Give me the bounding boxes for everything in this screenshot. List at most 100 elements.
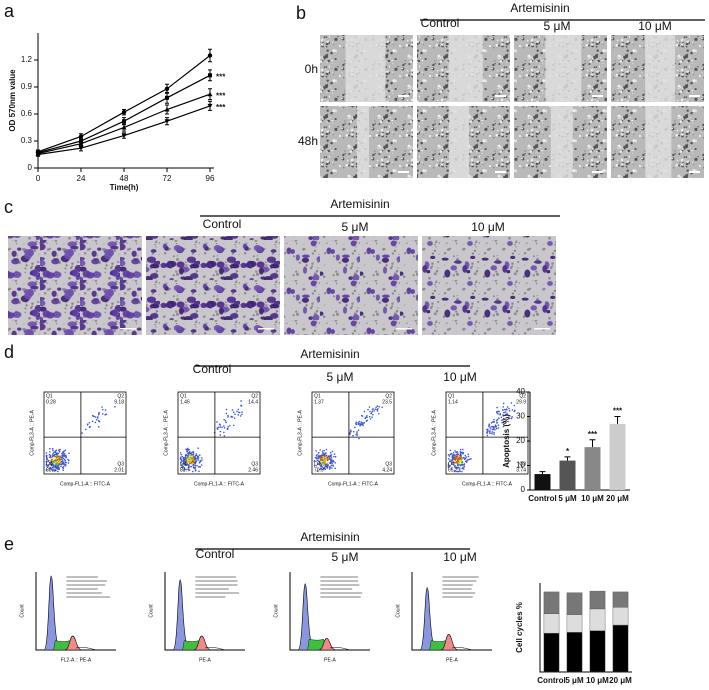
- x-tick-label: 72: [163, 174, 172, 183]
- event-dot: [62, 457, 64, 460]
- event-dot: [326, 458, 329, 460]
- event-dot: [505, 413, 507, 416]
- event-dot: [62, 469, 64, 472]
- axis: [289, 572, 370, 651]
- event-dot: [313, 460, 316, 463]
- column-label: 5 μM: [327, 370, 354, 384]
- bar-segment: [566, 614, 583, 633]
- quadrant-value: 1.14: [448, 399, 458, 405]
- event-dot: [225, 412, 228, 415]
- event-dot: [180, 456, 182, 458]
- event-dot: [376, 408, 378, 411]
- event-dot: [493, 418, 495, 421]
- event-dot: [234, 413, 236, 415]
- event-dot: [188, 465, 190, 467]
- event-dot: [53, 456, 56, 458]
- event-dot: [231, 409, 234, 411]
- event-dot: [370, 411, 373, 414]
- event-dot: [457, 453, 460, 456]
- group-label: Artemisinin: [330, 197, 389, 211]
- scale-bar: [398, 171, 409, 173]
- fit-line: [204, 647, 226, 651]
- significance: ***: [216, 103, 226, 112]
- event-dot: [217, 426, 220, 429]
- event-dot: [221, 426, 223, 429]
- event-dot: [360, 423, 363, 425]
- event-dot: [366, 415, 368, 417]
- event-dot: [467, 455, 470, 458]
- marker: [207, 53, 213, 58]
- x-tick-label: 10 μM: [581, 494, 604, 503]
- event-dot: [371, 416, 373, 418]
- event-dot: [319, 462, 322, 465]
- event-dot: [506, 406, 509, 408]
- axis: [35, 572, 116, 651]
- s-phase: [307, 638, 327, 651]
- event-dot: [57, 455, 60, 458]
- axis: [411, 572, 492, 651]
- marker: [207, 91, 213, 97]
- event-dot: [59, 463, 62, 465]
- event-dot: [198, 470, 200, 473]
- event-dot: [491, 432, 493, 435]
- event-dot: [461, 448, 464, 451]
- event-dot: [456, 470, 458, 473]
- event-dot: [317, 457, 320, 460]
- event-dot: [62, 462, 64, 465]
- wound-gap: [449, 106, 470, 178]
- event-dot: [189, 459, 192, 462]
- event-dot: [493, 433, 495, 435]
- quadrant-name: Q1: [46, 393, 53, 399]
- panel-label: b: [296, 3, 306, 23]
- event-dot: [496, 411, 498, 413]
- marker: [164, 106, 170, 112]
- event-dot: [192, 453, 195, 456]
- event-dot: [507, 416, 510, 419]
- event-dot: [58, 468, 60, 471]
- event-dot: [454, 466, 456, 469]
- quadrant-name: Q3: [385, 461, 392, 467]
- event-dot: [197, 457, 200, 459]
- y-tick-label: 0.3: [21, 136, 33, 145]
- event-dot: [352, 434, 354, 437]
- panel-label: d: [4, 342, 14, 362]
- event-dot: [68, 452, 70, 454]
- y-tick-label: 0.6: [21, 109, 33, 118]
- y-axis-label: Count: [273, 604, 279, 618]
- bar: [534, 474, 551, 490]
- event-dot: [496, 421, 498, 424]
- event-dot: [331, 462, 333, 465]
- quadrant-value: 1.46: [180, 399, 190, 405]
- event-dot: [321, 468, 323, 471]
- event-dot: [316, 454, 318, 456]
- significance: ***: [613, 407, 623, 416]
- event-dot: [463, 465, 466, 468]
- event-dot: [452, 457, 455, 460]
- event-dot: [232, 411, 235, 414]
- event-dot: [361, 415, 364, 417]
- quadrant-value: 9.18: [114, 399, 124, 405]
- x-axis-label: Time(h): [110, 183, 139, 192]
- bar-segment: [589, 590, 606, 610]
- wound-gap: [357, 106, 370, 178]
- event-dot: [453, 465, 456, 467]
- x-axis-label: PE-A: [446, 657, 458, 663]
- event-dot: [330, 459, 332, 462]
- event-dot: [314, 456, 317, 459]
- event-dot: [54, 459, 56, 461]
- event-dot: [191, 460, 194, 463]
- event-dot: [51, 468, 53, 471]
- event-dot: [458, 467, 461, 469]
- event-dot: [114, 405, 116, 408]
- y-axis-label: OD 570nm value: [8, 69, 17, 132]
- event-dot: [183, 468, 186, 471]
- column-label: 10 μM: [638, 19, 672, 33]
- column-label: 10 μM: [471, 220, 505, 234]
- event-dot: [182, 457, 185, 460]
- event-dot: [508, 407, 510, 410]
- event-dot: [194, 462, 197, 465]
- x-tick-label: 5 μM: [558, 494, 577, 503]
- marker: [35, 152, 41, 158]
- event-dot: [322, 452, 324, 454]
- column-label: 10 μM: [443, 370, 477, 384]
